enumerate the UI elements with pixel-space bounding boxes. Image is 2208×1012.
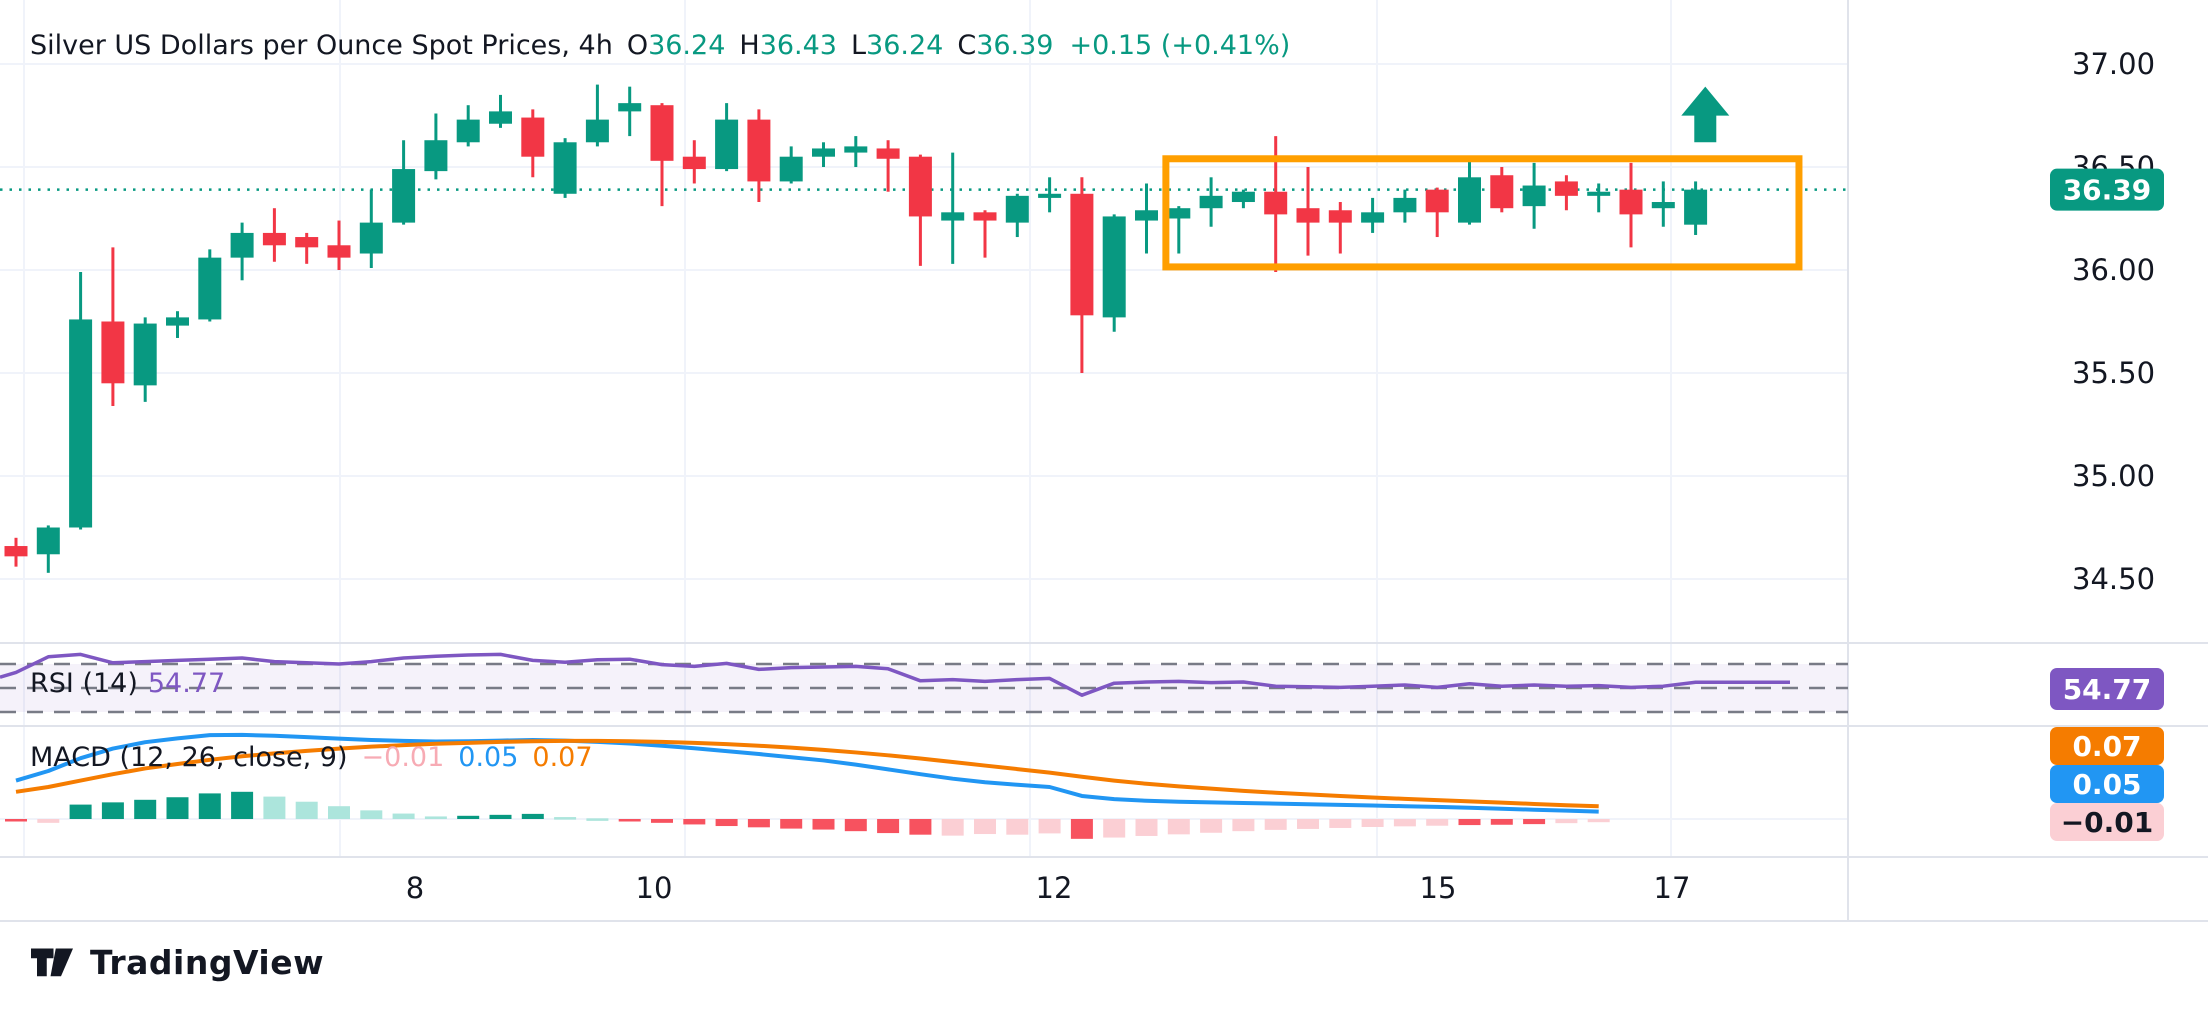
svg-text:15: 15 — [1420, 871, 1457, 905]
macd-hist-value: −0.01 — [361, 742, 445, 773]
macd-line — [15, 732, 1599, 814]
macd-line-value: 0.05 — [458, 742, 519, 773]
rsi-name: RSI (14) — [30, 668, 138, 699]
change-value: +0.15 (+0.41%) — [1069, 30, 1291, 61]
svg-text:−0.01: −0.01 — [2061, 806, 2154, 839]
open-label: O — [626, 30, 649, 61]
tradingview-logo-icon — [31, 948, 73, 977]
low-label: L — [850, 30, 867, 61]
svg-text:35.50: 35.50 — [2072, 356, 2155, 390]
svg-text:10: 10 — [636, 871, 673, 905]
up-arrow-annotation[interactable] — [1681, 86, 1730, 143]
rsi-line — [0, 652, 1790, 697]
macd-signal-badge: 0.07 — [2050, 727, 2164, 765]
svg-text:37.00: 37.00 — [2072, 47, 2155, 81]
rsi-value: 54.77 — [147, 668, 226, 699]
svg-text:0.05: 0.05 — [2072, 768, 2141, 801]
annotation-box[interactable] — [1162, 155, 1803, 271]
macd-histogram — [5, 791, 1610, 839]
low-value: 36.24 — [866, 30, 944, 61]
symbol-title: Silver US Dollars per Ounce Spot Prices,… — [30, 30, 613, 61]
svg-text:17: 17 — [1654, 871, 1691, 905]
close-label: C — [957, 30, 977, 61]
svg-text:8: 8 — [406, 871, 424, 905]
svg-text:54.77: 54.77 — [2063, 673, 2152, 706]
svg-text:36.00: 36.00 — [2072, 253, 2155, 287]
macd-line-badge: 0.05 — [2050, 765, 2164, 803]
svg-text:0.07: 0.07 — [2072, 730, 2141, 763]
svg-text:35.00: 35.00 — [2072, 459, 2155, 493]
high-label: H — [739, 30, 760, 61]
rsi-value-badge: 54.77 — [2050, 668, 2164, 710]
rsi-band — [0, 662, 1848, 714]
high-value: 36.43 — [759, 30, 837, 61]
macd-indicator-label[interactable]: MACD (12, 26, close, 9) −0.01 0.05 0.07 — [30, 742, 593, 773]
last-price-badge: 36.39 — [2050, 168, 2164, 211]
macd-hist-badge: −0.01 — [2050, 803, 2164, 841]
open-value: 36.24 — [648, 30, 726, 61]
grid — [0, 0, 1848, 857]
macd-name: MACD (12, 26, close, 9) — [30, 742, 348, 773]
candles — [4, 84, 1708, 573]
macd-signal-value: 0.07 — [532, 742, 593, 773]
pane-separators[interactable] — [0, 0, 2208, 922]
tradingview-logo-text: TradingView — [90, 942, 325, 982]
svg-text:12: 12 — [1036, 871, 1073, 905]
tradingview-logo[interactable]: TradingView — [28, 938, 324, 986]
symbol-legend[interactable]: Silver US Dollars per Ounce Spot Prices,… — [30, 30, 1290, 61]
time-axis[interactable]: 8 10 12 15 17 — [406, 871, 1691, 905]
rsi-indicator-label[interactable]: RSI (14) 54.77 — [30, 668, 225, 699]
macd-signal-line — [15, 738, 1599, 809]
svg-text:34.50: 34.50 — [2072, 562, 2155, 596]
close-value: 36.39 — [976, 30, 1054, 61]
svg-text:36.39: 36.39 — [2063, 174, 2152, 207]
